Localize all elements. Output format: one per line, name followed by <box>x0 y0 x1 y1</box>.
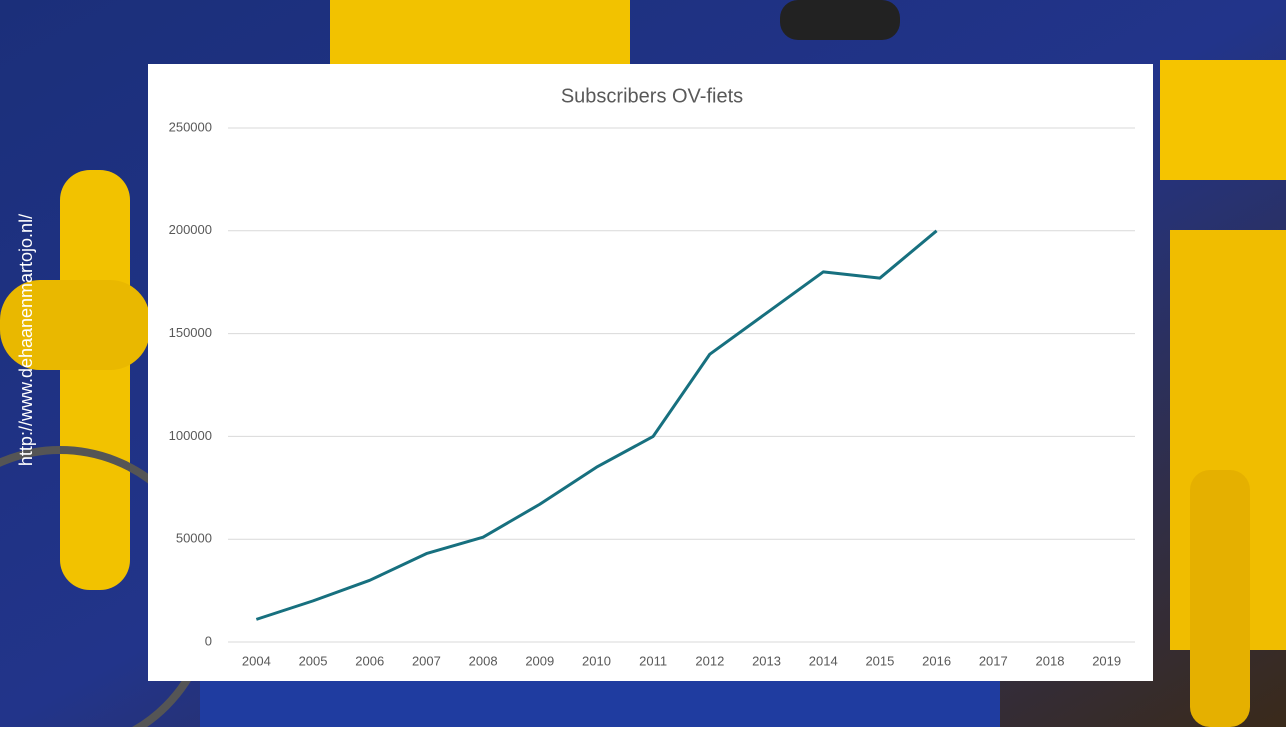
page: Subscribers OV-fiets http://www.dehaanen… <box>0 0 1286 727</box>
x-tick-label: 2016 <box>922 653 951 668</box>
x-tick-label: 2012 <box>695 653 724 668</box>
source-link: http://www.dehaanenmartojo.nl/ <box>16 214 36 466</box>
y-tick-label: 250000 <box>169 119 212 134</box>
x-tick-label: 2007 <box>412 653 441 668</box>
chart-title: Subscribers OV-fiets <box>561 85 743 107</box>
x-tick-label: 2005 <box>299 653 328 668</box>
x-tick-label: 2008 <box>469 653 498 668</box>
x-tick-label: 2004 <box>242 653 271 668</box>
x-tick-label: 2013 <box>752 653 781 668</box>
x-tick-label: 2017 <box>979 653 1008 668</box>
y-tick-label: 0 <box>205 633 212 648</box>
y-tick-label: 200000 <box>169 222 212 237</box>
x-tick-label: 2009 <box>525 653 554 668</box>
slide: Subscribers OV-fiets http://www.dehaanen… <box>0 0 1286 727</box>
y-tick-label: 100000 <box>169 428 212 443</box>
x-tick-label: 2014 <box>809 653 838 668</box>
x-tick-label: 2011 <box>639 653 667 668</box>
x-tick-label: 2018 <box>1036 653 1065 668</box>
x-tick-label: 2019 <box>1092 653 1121 668</box>
x-tick-label: 2015 <box>865 653 894 668</box>
chart-area <box>148 64 1153 681</box>
y-tick-label: 150000 <box>169 325 212 340</box>
x-tick-label: 2010 <box>582 653 611 668</box>
y-tick-label: 50000 <box>176 531 212 546</box>
x-tick-label: 2006 <box>355 653 384 668</box>
